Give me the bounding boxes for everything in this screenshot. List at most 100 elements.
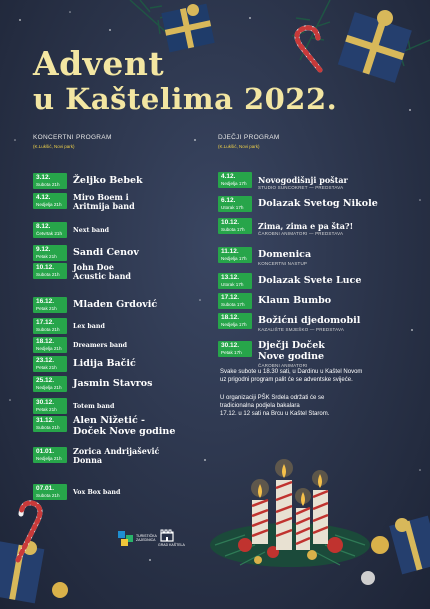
event-row: 17.12. Subota 21h Lex band (33, 318, 223, 336)
note-line: uz prigodni program palit će se adventsk… (220, 377, 353, 383)
event-row: 07.01. Subota 21h Vox Box band (33, 484, 223, 502)
event-day-time: Petak 21h (36, 365, 57, 370)
event-title: Nove godine (258, 350, 325, 362)
date-badge: 01.01. Nedjelja 21h (33, 447, 67, 463)
christmas-ornament-icon (52, 536, 389, 598)
event-title: Acustic band (73, 271, 131, 281)
tourist-board-icon (118, 531, 133, 546)
event-title: Miro Boem i (73, 192, 129, 202)
concert-program-heading: KONCERTNI PROGRAM (33, 134, 112, 141)
event-date: 31.12. (36, 417, 55, 424)
event-date: 07.01. (36, 485, 55, 492)
event-title: Zima, zima e pa šta?! (258, 220, 354, 231)
event-day-time: Subota 21h (36, 493, 60, 498)
event-date: 30.12. (221, 342, 240, 349)
gift-box-icon (337, 10, 412, 83)
date-badge: 4.12. Nedjelja 17h (218, 172, 252, 188)
poster-title-line2: u Kaštelima 2022. (33, 82, 338, 116)
event-row: 16.12. Petak 21h Mladen Grdović (33, 297, 223, 315)
note-line: U organizaciji PŠK Srdela održati će se (220, 395, 325, 401)
event-subtitle: ČAROBNI ANIMATORI — PREDSTAVA (258, 231, 344, 236)
event-date: 6.12. (221, 197, 236, 204)
kids-program-location: (K.Lukšić, Novi park) (218, 144, 260, 149)
kids-program-heading: DJEČJI PROGRAM (218, 134, 280, 141)
date-badge: 17.12. Subota 21h (33, 318, 67, 334)
event-title: Zorica Andrijašević (73, 446, 160, 456)
event-row: 17.12. Subota 17h Klaun Bumbo (218, 293, 408, 311)
event-date: 01.01. (36, 448, 55, 455)
date-badge: 13.12. Utorak 17h (218, 273, 252, 289)
date-badge: 10.12. Subota 21h (33, 263, 67, 279)
event-row: 13.12. Utorak 17h Dolazak Svete Luce (218, 273, 408, 291)
date-badge: 4.12. Nedjelja 21h (33, 193, 67, 209)
event-date: 30.12. (36, 399, 55, 406)
event-row: 18.12. Nedjelja 17h Božićni djedomobil KAZA… (218, 313, 408, 332)
event-title: John Doe (73, 262, 114, 272)
event-row: 01.01. Nedjelja 21h Zorica Andrijašević Don… (33, 447, 223, 465)
event-row: 31.12. Subota 21h Alen Nižetić - Doček Nove… (33, 415, 223, 436)
event-date: 10.12. (221, 219, 240, 226)
event-title: Doček Nove godine (73, 425, 176, 437)
advent-candles (210, 459, 370, 567)
snowflakes (9, 11, 421, 561)
city-castle-icon (160, 529, 174, 542)
event-date: 25.12. (36, 377, 55, 384)
event-title: Lex band (73, 322, 105, 330)
candle-lighting-note: Svake subote u 18.30 sati, u Dardinu u K… (220, 368, 362, 384)
event-day-time: Nedjelja 21h (36, 202, 62, 207)
event-day-time: Subota 21h (36, 327, 60, 332)
event-title: Dječji Doček (258, 340, 325, 351)
event-row: 4.12. Nedjelja 17h Novogodišnji poštar STUD… (218, 172, 408, 190)
date-badge: 16.12. Petak 21h (33, 297, 67, 313)
event-day-time: Nedjelja 21h (36, 385, 62, 390)
date-badge: 30.12. Petak 21h (33, 398, 67, 414)
event-date: 23.12. (36, 357, 55, 364)
date-badge: 8.12. Četvrtak 21h (33, 222, 67, 238)
event-date: 4.12. (36, 194, 51, 201)
event-day-time: Nedjelja 17h (221, 181, 247, 186)
event-title: Mladen Grdović (73, 298, 158, 310)
note-line: tradicionalna podjela bakalara (220, 403, 300, 409)
candy-cane-icon (15, 500, 43, 563)
tourist-board-logo: TURISTIČKA ZAJEDNICA (118, 531, 157, 552)
event-day-time: Nedjelja 17h (221, 256, 247, 261)
event-title: Next band (73, 226, 110, 234)
event-title: Željko Bebek (73, 174, 143, 186)
event-title: Donna (73, 455, 103, 465)
gift-box-icon (161, 3, 215, 53)
event-row: 9.12. Petak 21h Sandi Cenov (33, 245, 223, 263)
event-day-time: Utorak 17h (221, 282, 244, 287)
gift-box-icon (0, 541, 45, 604)
concert-program-location: (K.Lukšić, Novi park) (33, 144, 75, 149)
event-row: 3.12. Subota 21h Željko Bebek (33, 173, 223, 191)
event-row: 6.12. Utorak 17h Dolazak Svetog Nikole (218, 196, 408, 214)
event-day-time: Petak 21h (36, 407, 57, 412)
event-title: Domenica (258, 248, 312, 260)
event-title: Vox Box band (73, 488, 121, 496)
date-badge: 25.12. Nedjelja 21h (33, 376, 67, 392)
event-title: Sandi Cenov (73, 246, 139, 258)
event-day-time: Subota 21h (36, 272, 60, 277)
event-title: Dolazak Svete Luce (258, 274, 362, 286)
event-row: 10.12. Subota 17h Zima, zima e pa šta?! ČAR… (218, 218, 408, 236)
date-badge: 11.12. Nedjelja 17h (218, 247, 252, 263)
event-row: 23.12. Petak 21h Lidija Bačić (33, 356, 223, 374)
date-badge: 3.12. Subota 21h (33, 173, 67, 189)
logo-text: GRAD KAŠTELA (158, 543, 185, 547)
event-date: 13.12. (221, 274, 240, 281)
event-day-time: Petak 17h (221, 350, 242, 355)
event-title: Božićni djedomobil (258, 314, 361, 326)
event-subtitle: ČAROBNI ANIMATORI (258, 362, 308, 368)
city-logo: GRAD KAŠTELA (158, 528, 185, 547)
logo-text: TURISTIČKA (136, 534, 157, 538)
date-badge: 6.12. Utorak 17h (218, 196, 252, 212)
event-date: 9.12. (36, 246, 51, 253)
date-badge: 17.12. Subota 17h (218, 293, 252, 309)
event-row: 30.12. Petak 21h Totem band (33, 398, 223, 416)
event-title: Dolazak Svetog Nikole (258, 197, 378, 209)
event-title: Jasmin Stavros (73, 377, 153, 389)
event-row: 25.12. Nedjelja 21h Jasmin Stavros (33, 376, 223, 394)
date-badge: 18.12. Nedjelja 17h (218, 313, 252, 329)
event-title: Dreamers band (73, 341, 128, 349)
candy-cane-icon (294, 25, 323, 73)
